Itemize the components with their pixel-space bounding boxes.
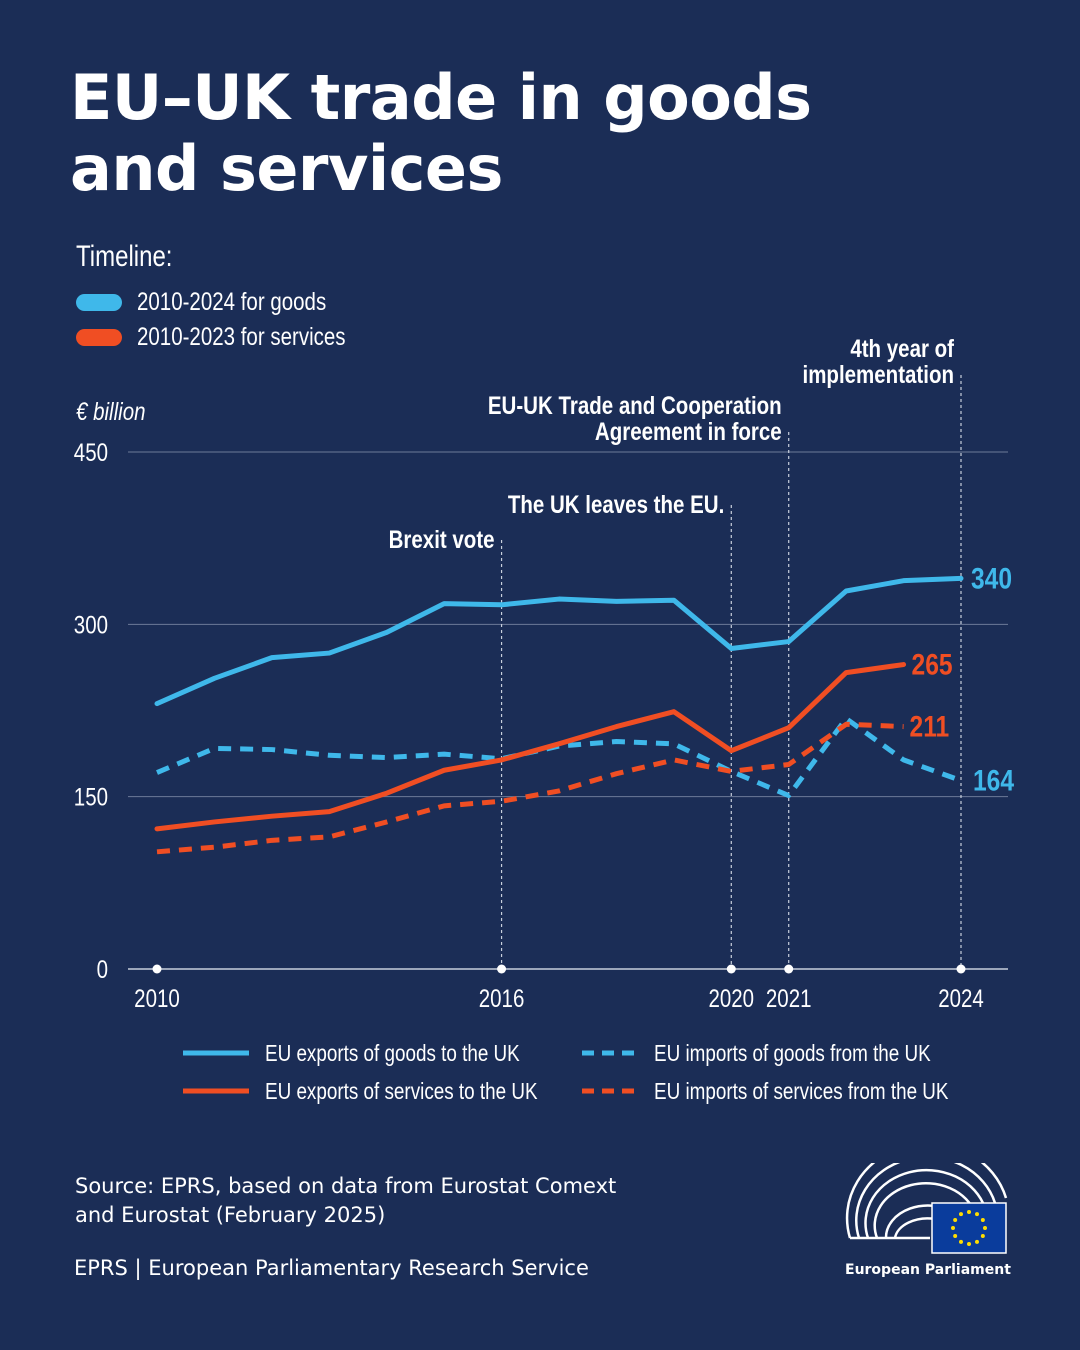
legend-label: EU imports of goods from the UK bbox=[654, 1039, 931, 1066]
x-tick-label: 2010 bbox=[134, 984, 180, 1012]
legend-services-exports: EU exports of services to the UK bbox=[183, 1076, 597, 1106]
legend-label: EU exports of goods to the UK bbox=[265, 1039, 520, 1066]
end-value-label: 265 bbox=[912, 647, 953, 681]
legend-goods-exports: EU exports of goods to the UK bbox=[183, 1038, 576, 1068]
eu-star-icon bbox=[953, 1234, 958, 1238]
timeline-goods-label: 2010-2024 for goods bbox=[137, 287, 327, 316]
y-tick-label: 0 bbox=[97, 955, 108, 983]
eu-star-icon bbox=[983, 1226, 987, 1230]
eu-star-icon bbox=[953, 1218, 958, 1222]
annotation-label: Brexit vote bbox=[389, 525, 495, 553]
legend-swatch bbox=[582, 1050, 638, 1056]
x-tick-label: 2020 bbox=[708, 984, 754, 1012]
y-tick-label: 450 bbox=[74, 438, 108, 466]
series-line-3 bbox=[156, 721, 904, 855]
timeline-heading: Timeline: bbox=[76, 240, 173, 273]
timeline-services-label: 2010-2023 for services bbox=[137, 322, 346, 351]
legend: EU exports of goods to the UK EU exports… bbox=[183, 1038, 983, 1118]
legend-services-imports: EU imports of services from the UK bbox=[582, 1076, 1013, 1106]
european-parliament-logo bbox=[845, 1163, 1008, 1254]
source-line-2: and Eurostat (February 2025) bbox=[75, 1203, 386, 1227]
source-line-1: Source: EPRS, based on data from Eurosta… bbox=[75, 1174, 617, 1198]
legend-goods-imports: EU imports of goods from the UK bbox=[582, 1038, 991, 1068]
line-chart: 0 150 300 450 Brexit vote The UK leaves the E… bbox=[74, 334, 1015, 1012]
series-line-2 bbox=[154, 662, 907, 832]
logo-text: European Parliament bbox=[845, 1262, 1011, 1278]
x-tick-dot bbox=[784, 964, 794, 974]
x-tick-label: 2021 bbox=[766, 984, 812, 1012]
annotation-label: EU-UK Trade and Cooperation bbox=[488, 391, 782, 419]
annotation-label: The UK leaves the EU. bbox=[508, 490, 724, 518]
x-tick-dot bbox=[152, 964, 162, 974]
title-line-1: EU–UK trade in goods bbox=[70, 61, 812, 134]
footer-eprs: EPRS | European Parliamentary Research S… bbox=[74, 1256, 589, 1280]
eu-star-icon bbox=[980, 1218, 985, 1222]
legend-swatch bbox=[183, 1088, 249, 1094]
x-tick-label: 2016 bbox=[479, 984, 525, 1012]
y-axis-unit: € billion bbox=[76, 398, 146, 426]
legend-label: EU imports of services from the UK bbox=[654, 1077, 949, 1104]
end-value-label: 340 bbox=[971, 561, 1012, 595]
title-line-2: and services bbox=[70, 132, 503, 205]
eu-star-icon bbox=[959, 1239, 963, 1244]
timeline-services: 2010-2023 for services bbox=[76, 322, 391, 352]
x-tick-dot bbox=[726, 964, 736, 974]
x-tick-label: 2024 bbox=[938, 984, 984, 1012]
end-value-label: 164 bbox=[973, 763, 1015, 797]
services-swatch bbox=[76, 328, 122, 346]
series-line-0 bbox=[154, 575, 964, 707]
x-tick-dot bbox=[956, 964, 966, 974]
legend-label: EU exports of services to the UK bbox=[265, 1077, 538, 1104]
page-title: EU–UK trade in goods and services bbox=[70, 62, 812, 204]
legend-swatch bbox=[183, 1050, 249, 1056]
eu-star-icon bbox=[967, 1242, 971, 1246]
source-note: Source: EPRS, based on data from Eurosta… bbox=[75, 1172, 616, 1230]
eu-star-icon bbox=[959, 1212, 963, 1217]
eu-star-icon bbox=[980, 1234, 985, 1238]
annotation-label: 4th year of bbox=[850, 334, 954, 362]
legend-swatch bbox=[582, 1088, 638, 1094]
eu-star-icon bbox=[975, 1212, 979, 1217]
y-tick-label: 150 bbox=[74, 783, 108, 811]
goods-swatch bbox=[76, 293, 122, 311]
x-tick-dot bbox=[497, 964, 507, 974]
annotation-label: Agreement in force bbox=[595, 417, 782, 445]
eu-star-icon bbox=[967, 1210, 971, 1214]
y-tick-label: 300 bbox=[74, 610, 108, 638]
timeline-goods: 2010-2024 for goods bbox=[76, 287, 368, 317]
annotation-label: implementation bbox=[803, 360, 954, 388]
eu-star-icon bbox=[951, 1226, 955, 1230]
eu-star-icon bbox=[975, 1239, 979, 1244]
end-value-label: 211 bbox=[910, 709, 950, 743]
